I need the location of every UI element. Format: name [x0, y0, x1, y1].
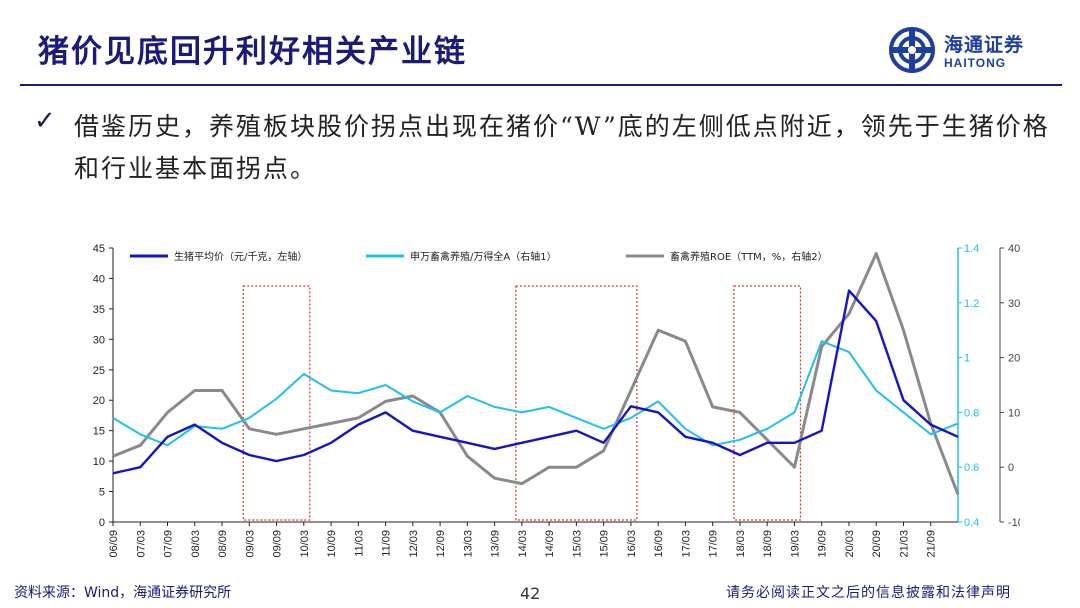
x-tick-label: 06/09 — [108, 530, 120, 558]
x-tick-label: 08/09 — [217, 530, 229, 558]
left-tick-label: 35 — [93, 304, 105, 316]
x-tick-label: 14/09 — [544, 530, 556, 558]
right1-tick-label: 0.8 — [964, 407, 979, 419]
title-underline — [20, 84, 1062, 86]
source-note: 资料来源：Wind，海通证券研究所 — [14, 585, 232, 601]
left-tick-label: 20 — [93, 395, 105, 407]
right2-tick-label: -10 — [1008, 517, 1020, 529]
x-tick-label: 16/03 — [626, 530, 638, 558]
x-tick-label: 15/09 — [599, 530, 611, 558]
left-tick-label: 25 — [93, 365, 105, 377]
page-title: 猪价见底回升利好相关产业链 — [38, 34, 467, 70]
disclaimer: 请务必阅读正文之后的信息披露和法律声明 — [726, 585, 1011, 601]
right2-tick-label: 40 — [1008, 243, 1020, 255]
checkmark-icon: ✓ — [34, 106, 56, 136]
x-tick-label: 20/09 — [871, 530, 883, 558]
right1-tick-label: 0.6 — [964, 462, 979, 474]
x-tick-label: 13/09 — [490, 530, 502, 558]
page-number: 42 — [520, 584, 541, 603]
right1-tick-label: 1 — [964, 353, 970, 365]
x-tick-label: 09/03 — [244, 530, 256, 558]
company-logo: 海通证券 HAITONG — [888, 26, 1048, 76]
x-tick-label: 16/09 — [653, 530, 665, 558]
series-line-1 — [112, 289, 959, 475]
logo-en: HAITONG — [944, 56, 1007, 70]
x-tick-label: 12/03 — [408, 530, 420, 558]
right1-tick-label: 1.4 — [964, 243, 979, 255]
left-tick-label: 10 — [93, 456, 105, 468]
legend-label-1: 生猪平均价（元/千克，左轴） — [174, 250, 307, 263]
x-tick-label: 11/09 — [381, 530, 393, 557]
bullet-text: 借鉴历史，养殖板块股价拐点出现在猪价“W”底的左侧低点附近，领先于生猪价格和行业… — [74, 112, 1050, 183]
x-tick-label: 18/09 — [762, 530, 774, 558]
x-tick-label: 11/03 — [353, 530, 365, 557]
highlight-box-2 — [515, 285, 638, 521]
x-tick-label: 20/03 — [844, 530, 856, 558]
x-tick-label: 13/03 — [462, 530, 474, 558]
logo-name: 海通证券 — [944, 34, 1025, 56]
x-tick-label: 10/09 — [326, 530, 338, 558]
x-tick-label: 07/03 — [135, 530, 147, 558]
haitong-logo-icon — [889, 27, 935, 73]
x-tick-label: 21/03 — [898, 530, 910, 558]
series-line-3 — [112, 252, 960, 496]
left-tick-label: 0 — [99, 517, 105, 529]
highlight-box-3 — [733, 285, 802, 521]
x-tick-label: 18/03 — [735, 530, 747, 558]
x-tick-label: 19/03 — [789, 530, 801, 558]
x-tick-label: 08/03 — [190, 530, 202, 558]
pig-price-chart: 0 5 10 15 20 25 30 35 40 45 0.4 0.6 0.8 1 1.2 1.4 -10 0 10… — [93, 243, 1020, 558]
x-tick-label: 15/03 — [571, 530, 583, 558]
left-tick-label: 15 — [93, 426, 105, 438]
x-tick-label: 21/09 — [926, 530, 938, 558]
highlight-box-1 — [242, 285, 311, 521]
left-tick-label: 45 — [93, 243, 105, 255]
right1-tick-label: 1.2 — [964, 298, 979, 310]
right2-tick-label: 10 — [1008, 407, 1020, 419]
right2-tick-label: 20 — [1008, 353, 1020, 365]
right1-tick-label: 0.4 — [964, 517, 979, 529]
legend-label-3: 畜禽养殖ROE（TTM，%，右轴2） — [670, 250, 828, 263]
x-tick-label: 07/09 — [163, 530, 175, 558]
right2-tick-label: 0 — [1008, 462, 1014, 474]
left-tick-label: 5 — [99, 487, 105, 499]
right2-tick-label: 30 — [1008, 298, 1020, 310]
x-tick-label: 19/09 — [817, 530, 829, 558]
x-tick-label: 17/09 — [708, 530, 720, 558]
x-tick-label: 12/09 — [435, 530, 447, 558]
left-tick-label: 40 — [93, 273, 105, 285]
x-tick-label: 17/03 — [680, 530, 692, 558]
x-tick-label: 09/09 — [272, 530, 284, 558]
series-line-2 — [112, 340, 959, 447]
x-tick-label: 10/03 — [299, 530, 311, 558]
left-tick-label: 30 — [93, 334, 105, 346]
legend-label-2: 申万畜禽养殖/万得全A（右轴1） — [410, 250, 557, 263]
x-tick-label: 14/03 — [517, 530, 529, 558]
